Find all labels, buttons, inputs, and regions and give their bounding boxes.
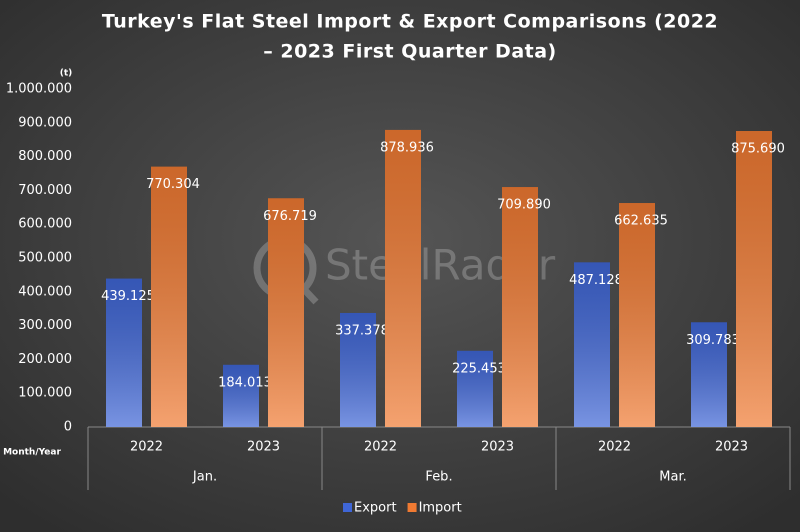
data-label: 225.453	[452, 361, 506, 376]
legend-swatch	[407, 503, 417, 512]
bar-shine	[106, 278, 142, 427]
bar-shine	[619, 203, 655, 427]
legend-swatch	[343, 503, 352, 512]
y-tick-label: 700.000	[18, 183, 72, 198]
legend-label: Export	[354, 501, 397, 516]
bar-shine	[457, 350, 493, 427]
x-tick-label: 2023	[481, 440, 514, 455]
x-tick-label: 2023	[715, 440, 748, 455]
bar-shine	[691, 322, 727, 427]
data-label: 875.690	[731, 142, 785, 157]
data-label: 337.378	[335, 323, 389, 338]
y-unit: (t)	[60, 69, 73, 79]
bar-shine	[340, 312, 376, 427]
y-tick-label: 800.000	[18, 149, 72, 164]
y-tick-label: 600.000	[18, 217, 72, 232]
bar-shine	[385, 129, 421, 428]
y-tick-label: 200.000	[18, 352, 72, 367]
data-label: 676.719	[263, 209, 317, 224]
y-tick-label: 300.000	[18, 318, 72, 333]
bar-shine	[502, 187, 538, 427]
bar-shine	[736, 131, 772, 427]
chart-title: Turkey's Flat Steel Import & Export Comp…	[102, 11, 718, 33]
y-tick-label: 400.000	[18, 284, 72, 299]
x-tick-label: 2022	[598, 440, 631, 455]
y-tick-label: 500.000	[18, 251, 72, 266]
bar-shine	[223, 364, 259, 427]
data-label: 878.936	[380, 140, 434, 155]
x-axis-label: Month/Year	[3, 448, 61, 458]
y-tick-label: 0	[64, 420, 72, 435]
data-label: 487.128	[569, 273, 623, 288]
bar-shine	[268, 198, 304, 427]
data-label: 770.304	[146, 177, 200, 192]
data-label: 439.125	[101, 289, 155, 304]
data-label: 662.635	[614, 214, 668, 229]
y-tick-label: 900.000	[18, 115, 72, 130]
x-tick-label: 2022	[130, 440, 163, 455]
group-label: Jan.	[192, 470, 217, 485]
data-label: 309.783	[686, 333, 740, 348]
chart-title: – 2023 First Quarter Data)	[263, 41, 556, 63]
y-tick-label: 1.000.000	[6, 82, 72, 97]
legend-label: Import	[419, 501, 462, 516]
y-tick-label: 100.000	[18, 386, 72, 401]
x-tick-label: 2023	[247, 440, 280, 455]
bar-shine	[151, 166, 187, 427]
x-tick-label: 2022	[364, 440, 397, 455]
data-label: 184.013	[218, 375, 272, 390]
group-label: Mar.	[659, 470, 686, 485]
group-label: Feb.	[425, 470, 452, 485]
bar-shine	[574, 262, 610, 427]
data-label: 709.890	[497, 198, 551, 213]
